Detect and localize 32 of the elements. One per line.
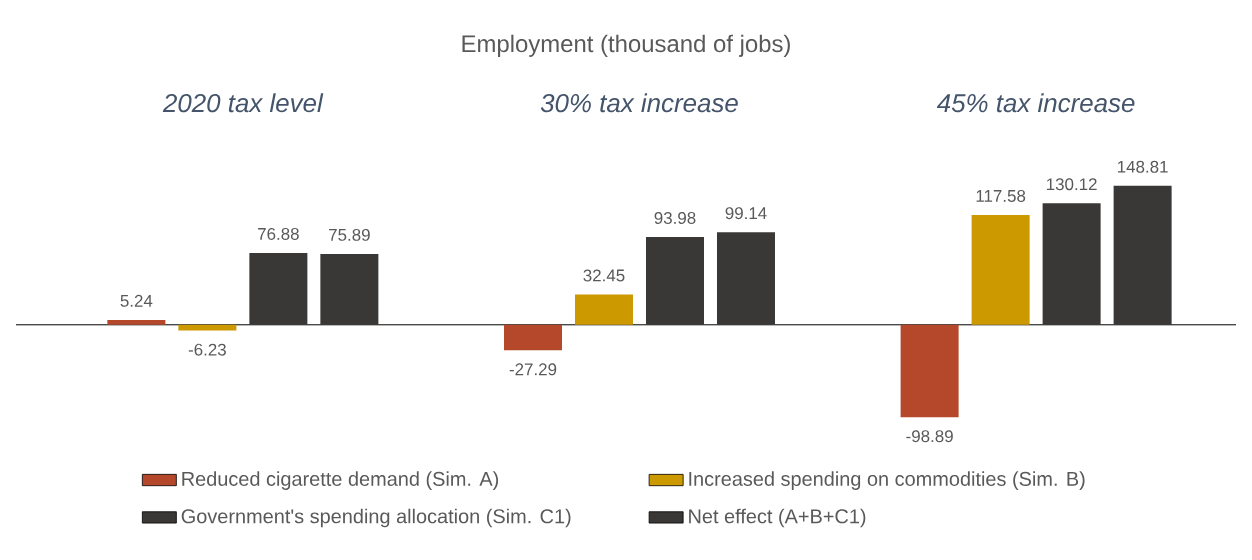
- x-tick-label: 30% tax increase: [540, 93, 738, 113]
- bar: [900, 324, 959, 418]
- bar: [320, 253, 379, 325]
- data-label: 148.81: [1118, 160, 1168, 173]
- data-label: 99.14: [725, 207, 767, 220]
- legend-label: Net effect (A+B+C1): [689, 508, 866, 528]
- chart-title: Employment (thousand of jobs): [462, 34, 790, 57]
- bar: [503, 324, 562, 351]
- data-label: 93.98: [654, 211, 696, 224]
- data-label: -6.23: [188, 343, 226, 356]
- data-label: 75.89: [329, 228, 370, 241]
- x-tick-label: 2020 tax level: [162, 93, 324, 113]
- bar: [716, 232, 775, 325]
- legend-label: Government's spending allocation (Sim. C1): [181, 508, 571, 528]
- bar: [249, 252, 308, 325]
- data-label: 76.88: [258, 227, 299, 240]
- bar: [1113, 185, 1172, 325]
- bar: [1042, 203, 1101, 325]
- bar: [971, 214, 1030, 325]
- legend-label: Reduced cigarette demand (Sim. A): [182, 471, 499, 490]
- data-label: 5.24: [120, 294, 153, 307]
- bar: [178, 324, 237, 331]
- x-tick-label: 45% tax increase: [936, 93, 1135, 113]
- data-label: -27.29: [509, 363, 557, 376]
- legend-label: Increased spending on commodities (Sim. B): [689, 471, 1085, 490]
- data-label: 32.45: [583, 269, 625, 282]
- bar: [645, 237, 704, 325]
- data-label: -98.89: [906, 430, 953, 443]
- data-label: 117.58: [976, 189, 1026, 202]
- bar: [107, 319, 166, 325]
- bar: [574, 294, 633, 325]
- data-label: 130.12: [1046, 178, 1097, 191]
